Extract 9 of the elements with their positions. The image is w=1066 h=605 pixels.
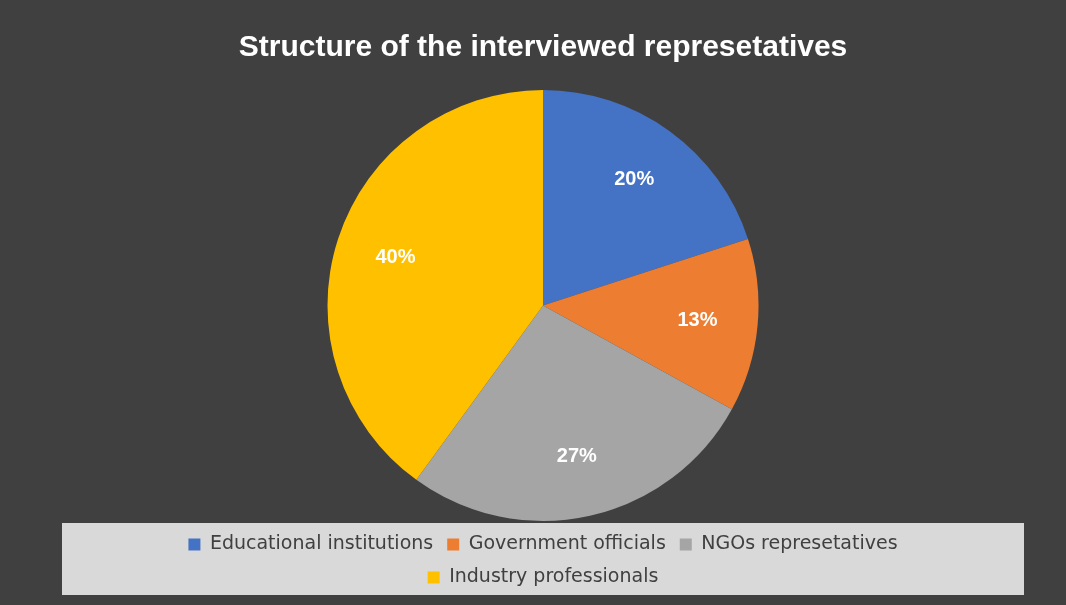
legend-label: NGOs represetatives (701, 531, 898, 554)
legend-label: Educational institutions (209, 531, 434, 554)
data-label: 40% (375, 245, 416, 268)
legend-label: Industry professionals (449, 564, 659, 587)
data-label: 27% (556, 444, 598, 467)
chart-title: Structure of the interviewed represetatives (238, 29, 848, 63)
data-label: 13% (677, 307, 718, 330)
data-label: 20% (614, 167, 655, 190)
legend-label: Government officials (468, 531, 666, 554)
